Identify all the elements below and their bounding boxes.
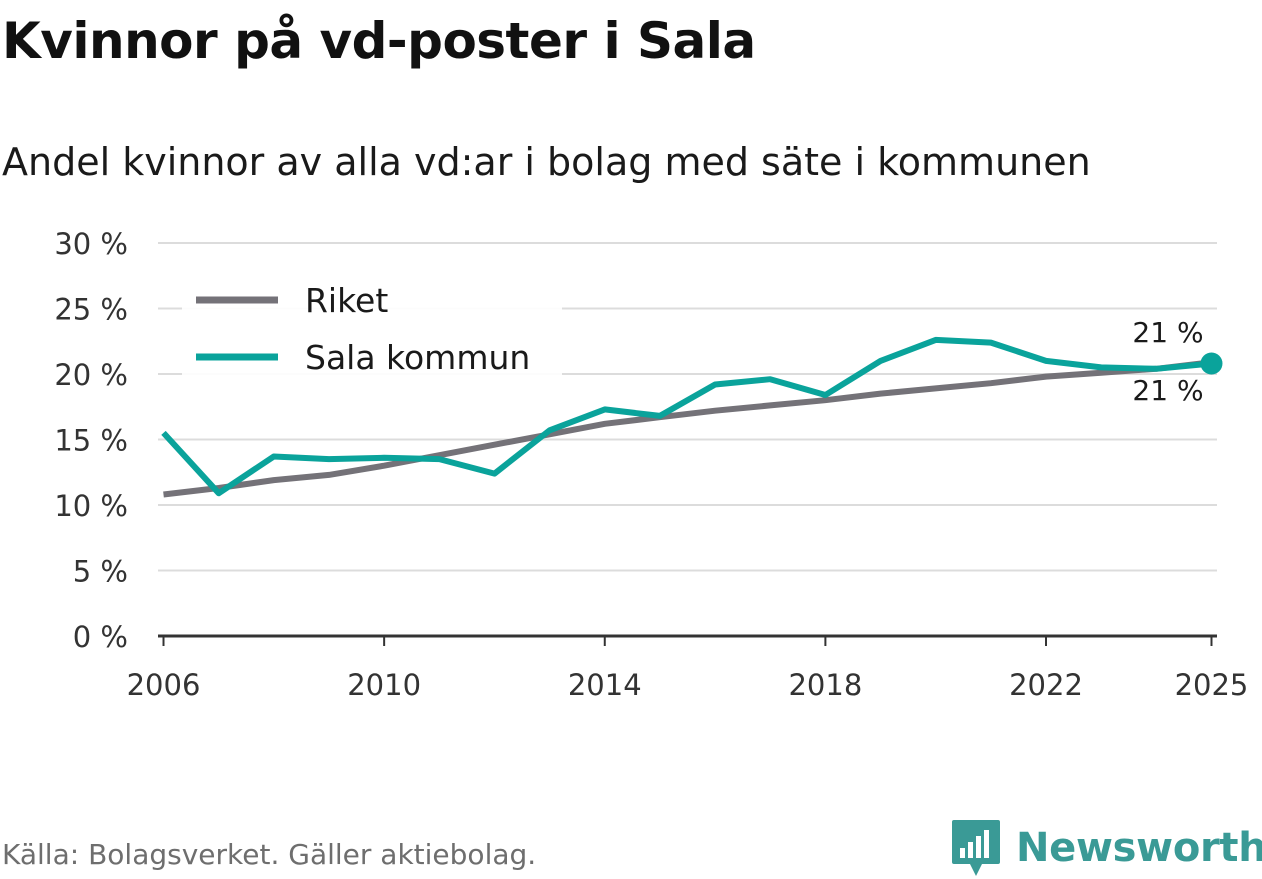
brand-name: Newsworthy — [1016, 825, 1262, 871]
end-label-sala: 21 % — [1132, 374, 1203, 407]
legend: Riket Sala kommun — [182, 272, 562, 382]
x-tick-label: 2022 — [1009, 668, 1083, 702]
chart-title: Kvinnor på vd-poster i Sala — [2, 12, 756, 70]
y-axis-ticks: 0 % 5 % 10 % 15 % 20 % 25 % 30 % — [54, 227, 128, 654]
end-label-riket: 21 % — [1132, 316, 1203, 349]
source-note: Källa: Bolagsverket. Gäller aktiebolag. — [2, 838, 537, 871]
y-tick-label: 5 % — [73, 555, 128, 589]
x-tick-label: 2025 — [1175, 668, 1249, 702]
x-tick-label: 2014 — [568, 668, 642, 702]
sala-end-dot — [1200, 352, 1223, 375]
y-tick-label: 20 % — [54, 358, 128, 392]
series-lines — [161, 336, 1212, 498]
y-tick-label: 0 % — [73, 620, 128, 654]
end-labels: 21 % 21 % — [1132, 316, 1223, 407]
y-tick-label: 15 % — [54, 424, 128, 458]
brand-logo[interactable]: Newsworthy — [950, 818, 1262, 878]
x-axis-ticks: 2006 2010 2014 2018 2022 2025 — [127, 636, 1249, 702]
y-tick-label: 10 % — [54, 489, 128, 523]
legend-label-sala: Sala kommun — [305, 338, 530, 377]
series-line-riket — [163, 359, 1212, 498]
chart-subtitle: Andel kvinnor av alla vd:ar i bolag med … — [2, 140, 1091, 184]
newsworthy-logo-icon — [952, 820, 1000, 876]
legend-background — [182, 272, 562, 382]
x-tick-label: 2006 — [127, 668, 201, 702]
y-tick-label: 25 % — [54, 293, 128, 327]
x-tick-label: 2018 — [788, 668, 862, 702]
y-tick-label: 30 % — [54, 227, 128, 261]
line-chart: 0 %5 %10 %15 %20 %25 %30 % 2006 2010 2014 2… — [54, 227, 1249, 702]
legend-label-riket: Riket — [305, 281, 388, 320]
series-line-sala-kommun — [161, 336, 1212, 497]
x-tick-label: 2010 — [347, 668, 421, 702]
